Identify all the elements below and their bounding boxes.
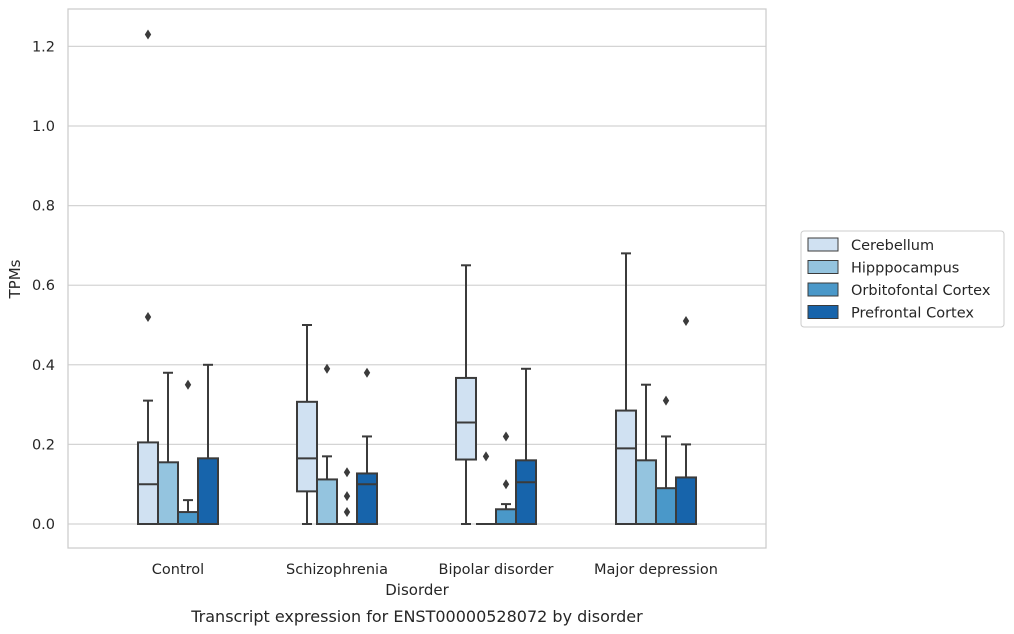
- box-body: [197, 457, 219, 525]
- legend-swatch: [807, 237, 839, 252]
- y-tick-labels: 0.0 0.2 0.4 0.6 0.8 1.0 1.2: [32, 39, 55, 533]
- outlier-point: [323, 363, 331, 374]
- box-body: [615, 409, 637, 526]
- box-control: [137, 29, 159, 525]
- box-body: [177, 511, 199, 525]
- box-bipolar-disorder: [515, 367, 537, 526]
- box-body: [356, 472, 378, 526]
- outlier-point: [502, 479, 510, 490]
- series-prefrontal-cortex: [197, 316, 697, 526]
- x-tick-label: Control: [152, 562, 204, 578]
- box-body: [515, 459, 537, 526]
- box-control: [157, 371, 179, 525]
- outlier-point: [502, 431, 510, 442]
- box-schizophrenia: [337, 467, 357, 525]
- series-cerebellum: [137, 29, 637, 526]
- legend-label: Prefrontal Cortex: [851, 306, 974, 322]
- box-major-depression: [675, 316, 697, 525]
- box-schizophrenia: [296, 324, 318, 525]
- outlier-point: [343, 491, 351, 502]
- x-tick-label: Bipolar disorder: [439, 562, 554, 578]
- legend-item: Hipppocampus: [807, 260, 959, 277]
- legend-label: Orbitofontal Cortex: [851, 283, 991, 299]
- box-body: [157, 461, 179, 525]
- legend-swatch: [807, 305, 839, 319]
- box-bipolar-disorder: [476, 451, 496, 525]
- plot-area-frame: [67, 8, 767, 549]
- outlier-point: [184, 379, 192, 390]
- box-body: [675, 476, 697, 525]
- outlier-point: [343, 507, 351, 518]
- outlier-point: [482, 451, 490, 462]
- box-series: [137, 29, 697, 526]
- legend-item: Prefrontal Cortex: [807, 305, 974, 322]
- y-tick-label: 1.2: [32, 39, 55, 55]
- box-control: [197, 363, 219, 525]
- legend-swatch: [807, 260, 839, 274]
- outlier-point: [682, 316, 690, 327]
- x-tick-labels: Control Schizophrenia Bipolar disorder Majo…: [152, 562, 718, 578]
- legend-label: Cerebellum: [851, 238, 934, 254]
- box-bipolar-disorder: [455, 264, 477, 525]
- box-body: [495, 508, 517, 525]
- outlier-point: [343, 467, 351, 478]
- box-body: [296, 400, 318, 493]
- legend-label: Hipppocampus: [851, 261, 959, 277]
- series-hipppocampus: [157, 363, 657, 526]
- outlier-point: [144, 29, 152, 40]
- outlier-point: [363, 367, 371, 378]
- y-tick-label: 0.2: [32, 437, 55, 453]
- legend-items: Cerebellum Hipppocampus Orbitofontal Corte…: [807, 237, 991, 322]
- box-body: [635, 459, 657, 526]
- y-tick-label: 0.0: [32, 517, 55, 533]
- outlier-point: [144, 312, 152, 323]
- grid-lines: [68, 45, 766, 525]
- legend-frame: [800, 230, 1005, 328]
- legend: Cerebellum Hipppocampus Orbitofontal Corte…: [800, 230, 1005, 328]
- box-body: [655, 487, 677, 525]
- outlier-point: [662, 395, 670, 406]
- y-tick-label: 1.0: [32, 119, 55, 135]
- box-major-depression: [655, 395, 677, 525]
- legend-swatch: [807, 282, 839, 297]
- box-schizophrenia: [356, 367, 378, 526]
- box-body: [455, 376, 477, 461]
- chart-caption: Transcript expression for ENST0000052807…: [190, 607, 643, 626]
- y-tick-label: 0.4: [32, 358, 55, 374]
- y-axis-label: TPMs: [6, 259, 24, 299]
- box-bipolar-disorder: [495, 431, 517, 525]
- box-control: [177, 379, 199, 525]
- box-body: [316, 478, 338, 526]
- box-major-depression: [615, 252, 637, 526]
- box-schizophrenia: [316, 363, 338, 526]
- x-tick-label: Schizophrenia: [286, 562, 388, 578]
- legend-item: Cerebellum: [807, 237, 934, 254]
- series-orbitofontal-cortex: [177, 379, 677, 525]
- box-major-depression: [635, 383, 657, 526]
- x-axis-label: Disorder: [385, 581, 449, 599]
- y-tick-label: 0.6: [32, 278, 55, 294]
- x-tick-label: Major depression: [594, 562, 718, 578]
- y-tick-label: 0.8: [32, 199, 55, 215]
- legend-item: Orbitofontal Cortex: [807, 282, 991, 299]
